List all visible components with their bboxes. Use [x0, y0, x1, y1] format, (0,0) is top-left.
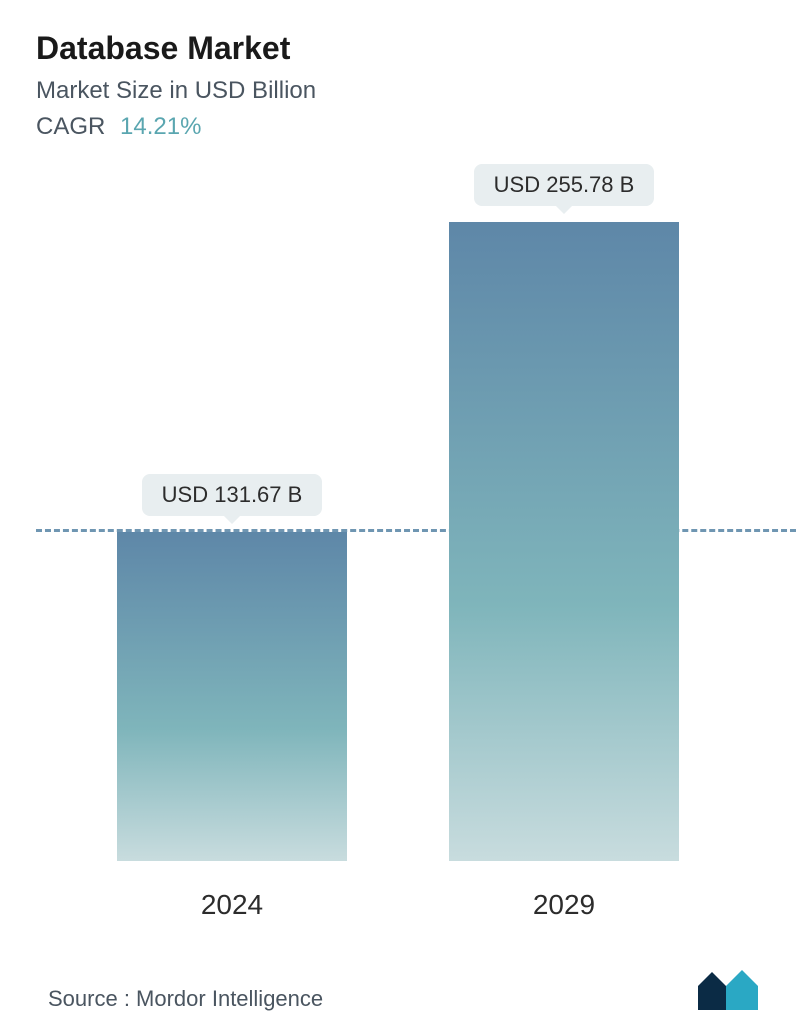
footer: Source : Mordor Intelligence — [48, 968, 760, 1012]
bar — [449, 222, 679, 861]
x-axis-label: 2029 — [424, 889, 704, 921]
cagr-label: CAGR — [36, 113, 105, 140]
bar-group: USD 255.78 B — [424, 164, 704, 861]
bar — [117, 532, 347, 861]
value-pill: USD 255.78 B — [474, 164, 655, 206]
value-pill: USD 131.67 B — [142, 474, 323, 516]
chart-subtitle: Market Size in USD Billion — [36, 77, 760, 105]
x-axis-labels: 2024 2029 — [66, 889, 730, 921]
cagr-row: CAGR 14.21% — [36, 113, 760, 141]
source-text: Source : Mordor Intelligence — [48, 986, 323, 1012]
chart-title: Database Market — [36, 30, 760, 67]
bars-row: USD 131.67 B USD 255.78 B — [66, 161, 730, 861]
brand-logo — [696, 968, 760, 1012]
bar-group: USD 131.67 B — [92, 474, 372, 861]
cagr-value: 14.21% — [120, 113, 201, 140]
chart-area: USD 131.67 B USD 255.78 B 2024 2029 — [36, 161, 760, 921]
x-axis-label: 2024 — [92, 889, 372, 921]
